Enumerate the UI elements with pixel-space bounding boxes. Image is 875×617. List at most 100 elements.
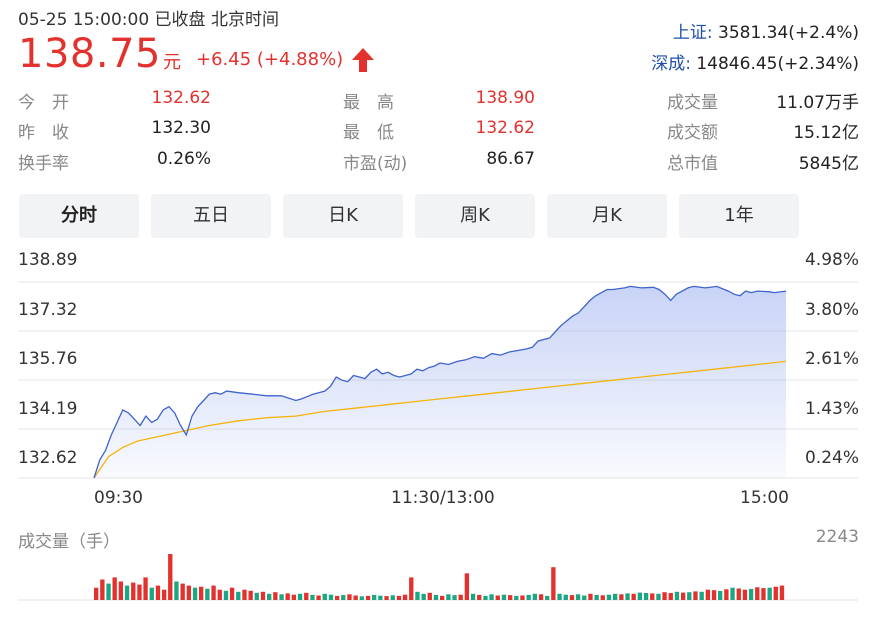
- avg-price-line: [93, 360, 787, 479]
- volume-bar: [279, 594, 284, 600]
- volume-bar: [773, 586, 778, 600]
- volume-bar: [137, 584, 142, 600]
- volume-bar: [705, 589, 711, 600]
- index-quote-sh: 上证: 3581.34(+2.4%): [673, 18, 859, 43]
- volume-bar: [693, 591, 698, 600]
- volume-bar: [236, 591, 241, 600]
- volume-bar: [409, 577, 414, 600]
- volume-bar: [384, 596, 389, 600]
- volume-bar: [260, 591, 266, 600]
- volume-bar: [699, 591, 704, 600]
- volume-bar: [662, 592, 667, 600]
- volume-bar: [304, 592, 309, 600]
- stat-label: 最 高: [343, 93, 394, 113]
- volume-bar: [223, 590, 229, 600]
- index-name[interactable]: 上证:: [672, 23, 713, 43]
- volume-bar: [112, 577, 117, 600]
- volume-bar: [736, 588, 741, 600]
- volume-bar: [575, 594, 581, 600]
- volume-bar: [495, 595, 500, 600]
- volume-bar: [606, 594, 612, 600]
- volume-bar: [637, 592, 643, 600]
- stat-value: 132.62: [151, 88, 211, 108]
- volume-bar: [742, 589, 748, 600]
- volume-bar: [100, 579, 105, 600]
- y-right-tick-label: 3.80%: [804, 300, 859, 320]
- volume-bar: [143, 577, 148, 600]
- volume-bar: [514, 595, 519, 600]
- volume-bar: [650, 593, 655, 600]
- stat-value: 0.26%: [156, 149, 211, 169]
- volume-bar: [229, 587, 235, 600]
- volume-bar: [402, 594, 408, 600]
- x-tick-label: 09:30: [94, 488, 143, 508]
- tab-1[interactable]: 五日: [151, 194, 271, 238]
- volume-bar: [372, 594, 377, 600]
- stat-value: 138.90: [475, 88, 535, 108]
- tab-3[interactable]: 周K: [415, 194, 535, 238]
- volume-bar: [285, 593, 290, 600]
- price-change: +6.45 (+4.88%): [196, 49, 344, 70]
- y-right-tick-label: 4.98%: [804, 250, 859, 270]
- volume-bar: [613, 593, 618, 600]
- volume-bar: [415, 591, 420, 600]
- y-right-tick-label: 1.43%: [804, 399, 859, 419]
- volume-bar: [631, 593, 636, 600]
- y-tick-label: 132.62: [18, 448, 78, 468]
- stat-label: 市盈(动): [343, 154, 408, 174]
- volume-bar: [359, 596, 365, 600]
- volume-bar: [538, 594, 544, 600]
- volume-bar: [594, 594, 599, 600]
- volume-bar: [464, 573, 470, 600]
- y-right-tick-label: 0.24%: [804, 448, 859, 468]
- volume-bar: [681, 592, 686, 600]
- volume-bar: [458, 594, 463, 600]
- volume-bar: [526, 594, 531, 600]
- volume-bar: [242, 589, 247, 600]
- tab-0[interactable]: 分时: [19, 194, 139, 238]
- volume-bar: [390, 595, 395, 600]
- x-tick-label: 11:30/13:00: [391, 488, 495, 508]
- volume-bar: [588, 593, 593, 600]
- index-name[interactable]: 深成:: [651, 54, 691, 74]
- volume-bar: [254, 592, 259, 600]
- volume-bar: [124, 585, 130, 600]
- volume-bar: [378, 595, 383, 600]
- volume-bar: [186, 585, 192, 600]
- volume-bar: [643, 593, 649, 600]
- volume-bar: [755, 587, 760, 600]
- volume-bar: [557, 593, 562, 600]
- volume-bar: [433, 594, 439, 600]
- up-arrow-icon: [352, 48, 374, 72]
- tab-2[interactable]: 日K: [283, 194, 403, 238]
- tab-4[interactable]: 月K: [547, 194, 667, 238]
- volume-bar: [779, 585, 785, 600]
- volume-bar: [452, 595, 457, 600]
- volume-bar: [767, 587, 772, 600]
- volume-bar: [205, 588, 210, 600]
- volume-bar: [273, 592, 278, 600]
- volume-bar: [155, 585, 161, 600]
- tab-5[interactable]: 1年: [679, 194, 799, 238]
- y-tick-label: 134.19: [18, 399, 78, 419]
- volume-bar: [162, 589, 167, 600]
- volume-max-label: 2243: [815, 527, 859, 547]
- volume-bar: [94, 587, 99, 600]
- index-quote-sz: 深成: 14846.45(+2.34%): [651, 49, 859, 74]
- volume-bar: [149, 587, 154, 600]
- volume-bar: [131, 582, 136, 600]
- volume-bar: [440, 595, 445, 600]
- volume-bar: [724, 589, 729, 600]
- y-tick-label: 138.89: [18, 250, 78, 270]
- volume-bar: [316, 595, 321, 600]
- stat-label: 换手率: [18, 154, 69, 174]
- volume-bar: [174, 581, 179, 600]
- volume-title: 成交量（手）: [18, 532, 120, 552]
- volume-bar: [365, 595, 371, 600]
- volume-bar: [718, 591, 723, 600]
- volume-bar: [328, 594, 334, 600]
- volume-bar: [761, 588, 766, 600]
- volume-bar: [118, 581, 124, 600]
- x-tick-label: 15:00: [740, 488, 789, 508]
